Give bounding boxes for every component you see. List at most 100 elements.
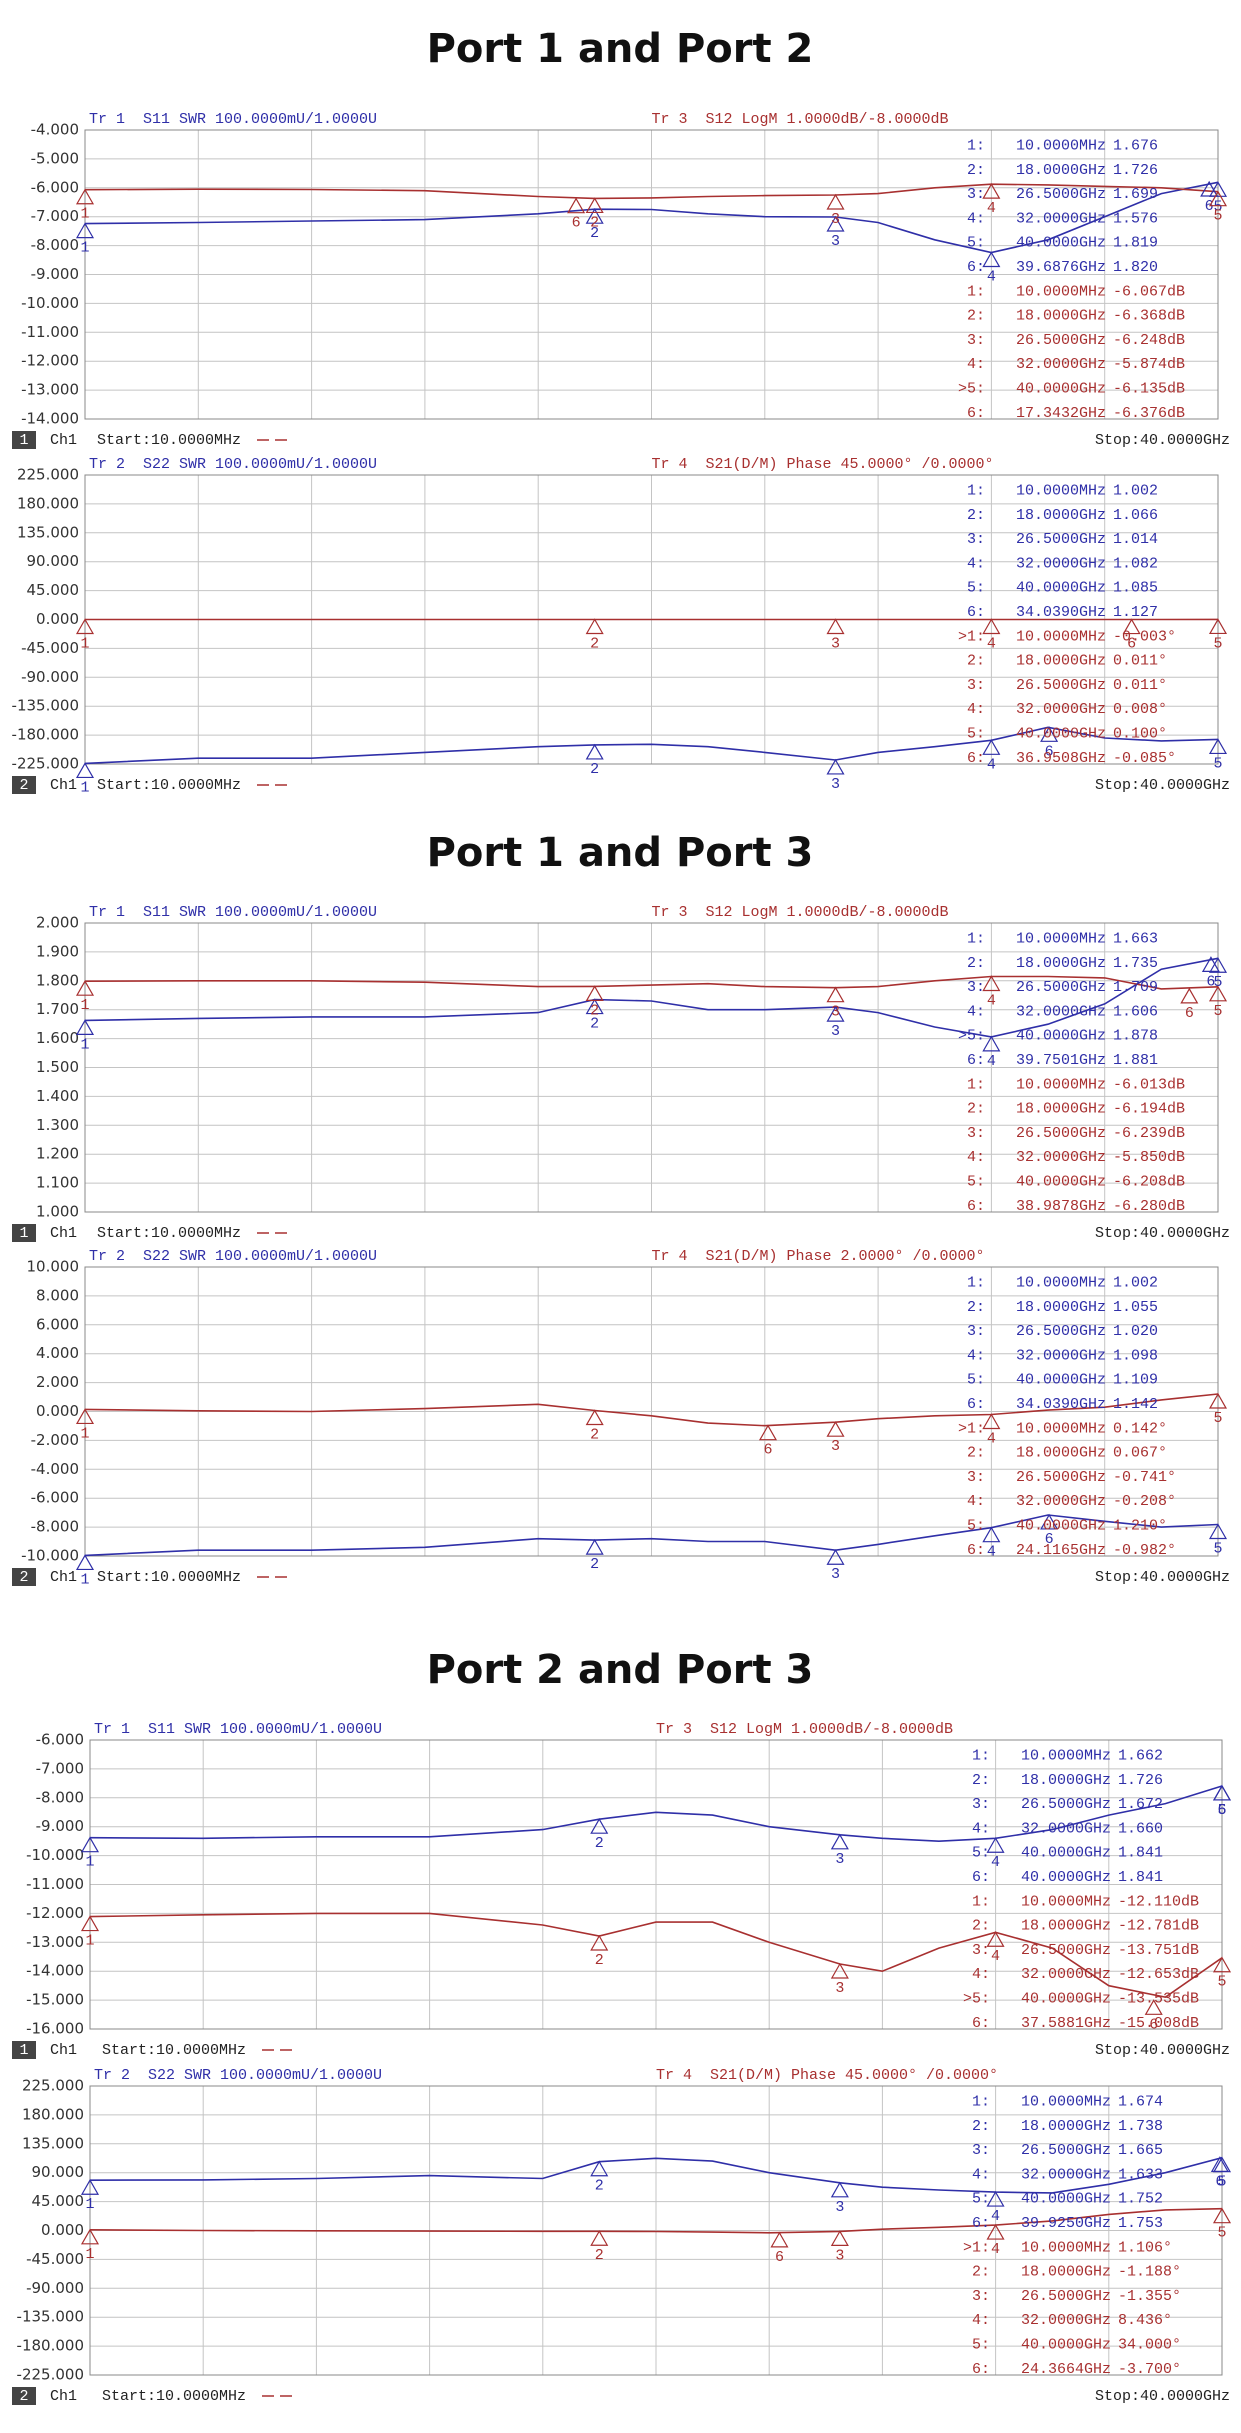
y-tick-label: -13.000	[26, 1933, 84, 1951]
marker-id: 1	[80, 635, 89, 652]
marker-triangle	[1212, 1784, 1232, 1801]
marker-id: 6	[763, 1442, 772, 1459]
marker-table-freq: 40.0000GHz	[1016, 235, 1106, 252]
y-tick-label: 135.000	[22, 2134, 84, 2152]
trace-header: Tr 4 S21(D/M) Phase 45.0000° /0.0000°	[652, 456, 994, 473]
marker-id: 4	[987, 200, 996, 217]
plot-frame	[84, 129, 1219, 420]
marker-id: 5	[1213, 198, 1222, 215]
marker-triangle	[830, 2181, 849, 2198]
plot-frame	[84, 1266, 1219, 1557]
marker-table-label: 1:	[967, 482, 985, 499]
marker-table-label: 3:	[972, 2288, 990, 2305]
marker-table-value: -0.208°	[1113, 1493, 1176, 1510]
marker-id: 2	[590, 1016, 599, 1033]
y-tick-label: 1.600	[36, 1029, 79, 1047]
marker-id: 1	[85, 2246, 94, 2263]
marker-table-freq: 34.0390GHz	[1016, 1396, 1106, 1413]
marker-id: 4	[987, 635, 996, 652]
marker-table-label: 6:	[967, 1396, 985, 1413]
y-tick-label: 1.400	[36, 1087, 79, 1105]
marker-table-label: 4:	[972, 1966, 990, 1983]
marker-table-freq: 26.5000GHz	[1016, 332, 1106, 349]
marker-table-freq: 32.0000GHz	[1021, 2166, 1111, 2183]
marker-table-freq: 10.0000MHz	[1016, 628, 1106, 645]
y-tick-label: -8.000	[31, 1518, 79, 1536]
marker-table-freq: 40.0000GHz	[1016, 1028, 1106, 1045]
marker-id: 2	[595, 1835, 604, 1852]
stop-label: Stop:40.0000GHz	[1095, 777, 1230, 794]
marker-table-freq: 18.0000GHz	[1016, 1101, 1106, 1118]
marker-id: 3	[831, 635, 840, 652]
marker-table-label: 2:	[967, 1445, 985, 1462]
trace-header: Tr 4 S21(D/M) Phase 45.0000° /0.0000°	[656, 2067, 998, 2084]
marker-id: 5	[1213, 755, 1222, 772]
marker-table-freq: 17.3432GHz	[1016, 405, 1106, 422]
marker-table-label: 2:	[967, 653, 985, 670]
marker-table-freq: 18.0000GHz	[1016, 1445, 1106, 1462]
y-tick-label: 90.000	[27, 552, 80, 570]
section-heading: Port 1 and Port 3	[427, 830, 814, 876]
y-tick-label: -6.000	[31, 1489, 79, 1507]
marker-triangle	[75, 1019, 95, 1035]
marker-table-freq: 40.0000GHz	[1016, 1517, 1106, 1534]
marker-triangle	[1122, 618, 1141, 635]
marker-table-value: 1.735	[1113, 955, 1158, 972]
marker-triangle	[826, 1549, 845, 1565]
marker-table-freq: 32.0000GHz	[1021, 2312, 1111, 2329]
marker-id: 5	[1217, 2225, 1226, 2242]
marker-id: 4	[987, 756, 996, 773]
marker-triangle	[1208, 957, 1228, 973]
y-tick-label: 180.000	[17, 494, 79, 512]
start-label: Start:10.0000MHz	[102, 2042, 246, 2059]
section-heading: Port 2 and Port 3	[427, 1647, 814, 1693]
marker-table-label: 2:	[967, 162, 985, 179]
y-tick-label: 0.000	[36, 1402, 79, 1420]
y-tick-label: -6.000	[36, 1731, 84, 1749]
y-tick-label: -7.000	[36, 1759, 84, 1777]
marker-table-freq: 18.0000GHz	[1021, 1772, 1111, 1789]
marker-table-value: -1.188°	[1118, 2264, 1181, 2281]
marker-table-label: 6:	[972, 2215, 990, 2232]
marker-triangle	[590, 1934, 609, 1951]
marker-triangle	[982, 975, 1001, 992]
marker-table-label: 4:	[967, 1347, 985, 1364]
marker-triangle	[758, 1424, 778, 1441]
marker-table-freq: 40.0000GHz	[1016, 380, 1106, 397]
marker-table-value: -13.535dB	[1118, 1990, 1199, 2007]
marker-table-label: 1:	[967, 137, 985, 154]
marker-table-value: 1.753	[1118, 2215, 1163, 2232]
start-label: Start:10.0000MHz	[102, 2388, 246, 2405]
marker-table-label: 6:	[967, 604, 985, 621]
marker-id: 1	[80, 1036, 89, 1053]
marker-triangle	[982, 618, 1001, 635]
marker-table-label: 3:	[972, 1796, 990, 1813]
marker-table-freq: 18.0000GHz	[1016, 955, 1106, 972]
y-tick-label: -90.000	[21, 668, 79, 686]
marker-triangle	[982, 739, 1001, 755]
marker-table-label: 6:	[972, 1869, 990, 1886]
y-tick-label: -9.000	[36, 1817, 84, 1835]
marker-table-label: 3:	[967, 979, 985, 996]
marker-triangle	[982, 182, 1001, 199]
marker-table-value: -12.110dB	[1118, 1893, 1199, 1910]
marker-id: 6	[1206, 973, 1215, 990]
marker-table-freq: 26.5000GHz	[1021, 2288, 1111, 2305]
marker-table-value: -5.850dB	[1113, 1149, 1185, 1166]
marker-table-freq: 32.0000GHz	[1016, 1003, 1106, 1020]
marker-table-label: 4:	[967, 701, 985, 718]
y-tick-label: 1.700	[36, 1000, 79, 1018]
marker-table-label: >5:	[963, 1990, 990, 2007]
marker-table-freq: 40.0000GHz	[1021, 2191, 1111, 2208]
marker-table-value: 1.660	[1118, 1820, 1163, 1837]
marker-table-value: 1.127	[1113, 604, 1158, 621]
marker-table-value: 0.067°	[1113, 1445, 1167, 1462]
trace-header: Tr 4 S21(D/M) Phase 2.0000° /0.0000°	[652, 1248, 985, 1265]
marker-triangle	[1210, 2156, 1229, 2172]
marker-table-label: 1:	[972, 2093, 990, 2110]
marker-table-freq: 40.0000GHz	[1021, 1869, 1111, 1886]
trace-line	[84, 1393, 1219, 1427]
marker-table-label: 6:	[967, 259, 985, 276]
marker-table-value: -0.085°	[1113, 750, 1176, 767]
marker-table-label: 3:	[967, 332, 985, 349]
